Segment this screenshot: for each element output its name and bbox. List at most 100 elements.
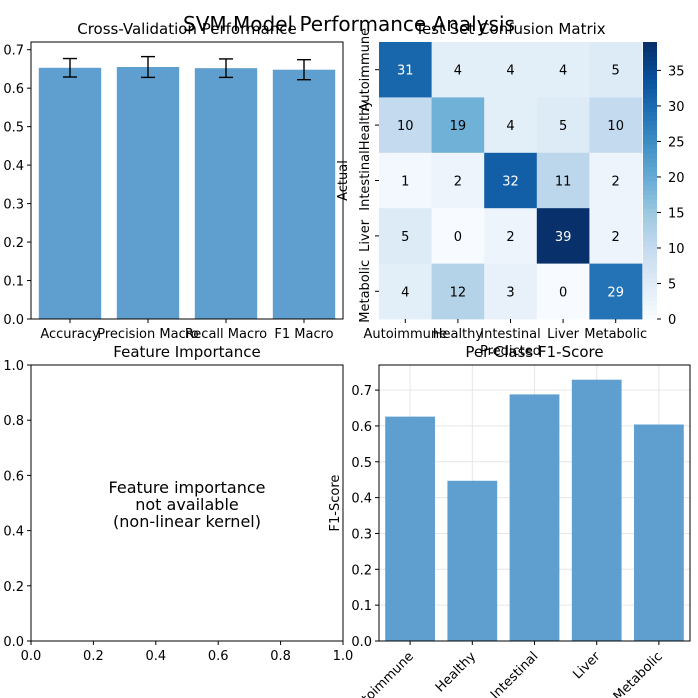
cm-colorbar-segment <box>643 166 657 172</box>
cm-colorbar-segment <box>643 272 657 279</box>
cm-x-tick-label: Liver <box>547 327 580 342</box>
cm-y-axis-label: Actual <box>336 160 351 201</box>
f1-y-tick-label: 0.6 <box>351 420 372 435</box>
cm-cell-value: 11 <box>555 175 572 190</box>
cm-cell-value: 0 <box>559 285 567 300</box>
fi-x-tick-label: 0.2 <box>83 649 104 664</box>
cm-cell <box>379 152 432 209</box>
fi-y-tick-label: 0.8 <box>3 414 24 429</box>
fi-axes-frame <box>30 364 344 642</box>
cm-cell-value: 10 <box>607 119 624 134</box>
cm-cell-value: 4 <box>506 119 514 134</box>
cm-colorbar-segment <box>643 51 657 57</box>
cm-colorbar-segment <box>643 295 657 302</box>
cm-cell-value: 4 <box>506 64 514 79</box>
cm-colorbar-segment <box>643 235 657 242</box>
cm-cell-value: 12 <box>450 285 467 300</box>
cm-cell <box>589 152 643 209</box>
cv-y-tick-label: 0.1 <box>3 275 24 290</box>
f1-y-tick-label: 0.3 <box>351 527 372 542</box>
cm-colorbar-segment <box>643 208 657 214</box>
cm-x-axis-label: Predicted <box>480 344 541 359</box>
f1-x-tick-label: Autoimmune <box>347 649 417 698</box>
cm-colorbar-segment <box>643 69 657 75</box>
fi-x-tick-label: 0.6 <box>208 649 229 664</box>
cm-colorbar-segment <box>643 180 657 186</box>
cm-colorbar-tick-label: 30 <box>668 100 685 115</box>
cv-y-tick-label: 0.0 <box>3 313 24 328</box>
cm-cell-value: 5 <box>612 64 620 79</box>
cm-colorbar-segment <box>643 143 657 149</box>
fi-x-tick-label: 0.0 <box>21 649 42 664</box>
cm-cell-value: 19 <box>450 119 467 134</box>
cm-cell-value: 5 <box>401 230 409 245</box>
f1-x-tick-label: Metabolic <box>611 649 666 698</box>
cm-colorbar-segment <box>643 106 657 112</box>
cm-cell <box>589 42 643 98</box>
cm-cell-value: 39 <box>555 230 572 245</box>
cm-cell <box>536 263 590 320</box>
cm-cell <box>589 208 643 264</box>
cm-cell <box>431 152 485 209</box>
cv-x-tick-label: Recall Macro <box>185 327 267 342</box>
cm-cell-value: 29 <box>607 285 624 300</box>
cm-cell-value: 1 <box>401 175 409 190</box>
cm-cell <box>536 152 590 209</box>
cm-y-tick-label: Liver <box>358 219 373 252</box>
cm-cell-value: 2 <box>612 175 620 190</box>
cv-x-tick-label: F1 Macro <box>274 327 333 342</box>
cm-cell <box>589 263 643 320</box>
cm-cell <box>484 152 538 209</box>
cm-cell <box>431 97 485 154</box>
cm-colorbar-segment <box>643 245 657 251</box>
cm-colorbar-segment <box>643 286 657 292</box>
cm-colorbar-segment <box>643 157 657 163</box>
cm-colorbar-segment <box>643 55 657 62</box>
cm-colorbar-segment <box>643 185 657 191</box>
cm-colorbar-segment <box>643 120 657 126</box>
cm-x-tick-label: Healthy <box>433 327 484 342</box>
cm-cell-value: 4 <box>454 64 462 79</box>
f1-x-tick-label: Liver <box>570 649 604 683</box>
fi-y-tick-label: 0.6 <box>3 469 24 484</box>
cm-y-tick-label: Metabolic <box>358 260 373 323</box>
f1-bar <box>571 379 622 641</box>
cm-colorbar-segment <box>643 162 657 168</box>
cm-colorbar-segment <box>643 88 657 94</box>
fi-y-tick-label: 1.0 <box>3 359 24 374</box>
cm-cell <box>536 97 590 154</box>
cm-cell <box>431 42 485 98</box>
cm-cell <box>589 97 643 154</box>
cm-colorbar-segment <box>643 305 657 311</box>
cm-colorbar-segment <box>643 111 657 117</box>
fi-y-tick-label: 0.0 <box>3 635 24 650</box>
cm-colorbar-segment <box>643 74 657 80</box>
cv-y-tick-label: 0.7 <box>3 44 24 59</box>
f1-y-tick-label: 0.7 <box>351 384 372 399</box>
fi-chart-title: Feature Importance <box>113 343 260 361</box>
cm-colorbar-tick-label: 5 <box>668 277 676 292</box>
cm-colorbar-segment <box>643 102 657 108</box>
cm-colorbar-segment <box>643 240 657 246</box>
cm-cell <box>484 97 538 154</box>
cm-colorbar-segment <box>643 189 657 195</box>
cm-colorbar-segment <box>643 125 657 131</box>
cm-colorbar-segment <box>643 194 657 200</box>
f1-x-tick-label: Healthy <box>433 649 479 695</box>
cm-cell-value: 32 <box>502 175 519 190</box>
f1-y-tick-label: 0.4 <box>351 492 372 507</box>
cm-cell-value: 3 <box>506 285 514 300</box>
cm-colorbar-segment <box>643 83 657 89</box>
cm-x-tick-label: Autoimmune <box>363 327 447 342</box>
cm-cell-value: 2 <box>506 230 514 245</box>
cm-cell-value: 0 <box>454 230 462 245</box>
f1-axes-frame <box>378 364 691 642</box>
cm-colorbar-segment <box>643 258 657 265</box>
cm-cell <box>379 97 432 154</box>
cv-chart-title: Cross-Validation Performance <box>77 20 297 38</box>
fi-message-line: (non-linear kernel) <box>113 512 261 531</box>
cm-colorbar-tick-label: 35 <box>668 64 685 79</box>
cm-cell-value: 10 <box>397 119 414 134</box>
cm-cell <box>379 42 432 98</box>
